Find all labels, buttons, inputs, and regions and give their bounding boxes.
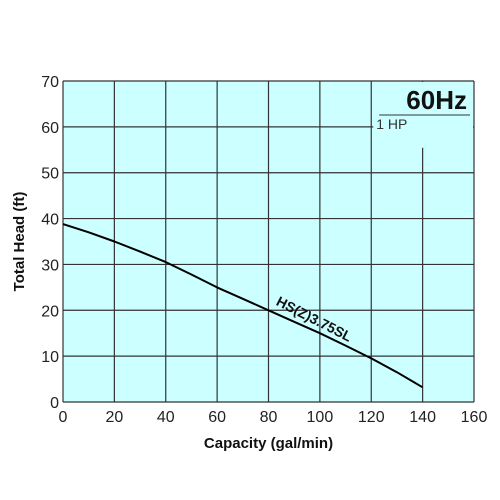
y-axis-ticks: 0 10 20 30 40 50 60 70 [41, 74, 59, 412]
x-tick-label: 60 [208, 409, 226, 426]
x-tick-label: 80 [260, 409, 278, 426]
x-tick-label: 160 [461, 409, 488, 426]
x-tick-label: 0 [59, 409, 68, 426]
y-tick-label: 40 [41, 212, 59, 229]
frequency-label: 60Hz [406, 85, 467, 115]
power-label: 1 HP [376, 116, 407, 132]
x-tick-label: 40 [157, 409, 175, 426]
y-tick-label: 60 [41, 120, 59, 137]
y-tick-label: 0 [50, 395, 59, 412]
y-tick-label: 10 [41, 349, 59, 366]
x-tick-label: 120 [358, 409, 385, 426]
y-tick-label: 50 [41, 166, 59, 183]
x-axis-title: Capacity (gal/min) [204, 435, 333, 452]
x-tick-label: 20 [105, 409, 123, 426]
series-line [62, 223, 424, 389]
info-box: 60Hz 1 HP [373, 82, 473, 148]
y-tick-label: 20 [41, 303, 59, 320]
y-tick-label: 30 [41, 257, 59, 274]
x-tick-label: 140 [409, 409, 436, 426]
y-axis-title: Total Head (ft) [11, 192, 28, 292]
y-tick-label: 70 [41, 74, 59, 91]
x-axis-ticks: 0 20 40 60 80 100 120 140 160 [59, 409, 488, 426]
x-tick-label: 100 [307, 409, 334, 426]
